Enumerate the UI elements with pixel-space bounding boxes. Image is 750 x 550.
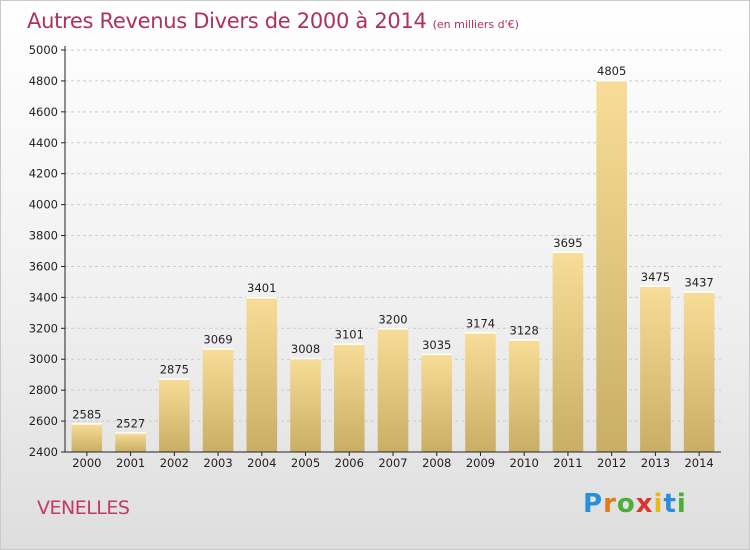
x-tick-label: 2007 — [378, 456, 407, 470]
logo-letter: t — [663, 489, 677, 519]
bar — [202, 348, 234, 452]
labels: 2400 2600 2800 3000 3200 3400 3600 3800 4000 4200… — [29, 43, 714, 470]
bar — [640, 285, 671, 452]
y-tick-label: 4600 — [29, 105, 58, 119]
x-tick-label: 2001 — [116, 456, 145, 470]
y-tick-label: 2400 — [29, 445, 58, 459]
city-name: VENELLES — [37, 497, 130, 519]
data-label: 3008 — [291, 342, 320, 356]
y-tick-label: 4000 — [29, 198, 58, 212]
data-label: 2527 — [116, 416, 145, 430]
bar — [246, 297, 278, 452]
data-label: 4805 — [597, 64, 626, 78]
data-label: 3475 — [641, 270, 670, 284]
x-tick-label: 2003 — [203, 456, 232, 470]
x-tick-label: 2004 — [247, 456, 276, 470]
x-tick-label: 2002 — [160, 456, 189, 470]
bars — [71, 79, 715, 453]
y-tick-label: 3800 — [29, 229, 58, 243]
y-tick-label: 4400 — [29, 136, 58, 150]
axes — [61, 46, 721, 456]
logo-letter: P — [583, 489, 604, 519]
y-tick-label: 4200 — [29, 167, 58, 181]
chart-title: Autres Revenus Divers de 2000 à 2014 — [27, 9, 427, 33]
data-label: 3200 — [378, 312, 407, 326]
y-tick-label: 4800 — [29, 74, 58, 88]
logo-letter: i — [653, 489, 664, 519]
bar — [508, 339, 540, 452]
bar — [421, 353, 453, 452]
bar — [159, 378, 190, 452]
data-label: 3437 — [684, 276, 713, 290]
bar — [333, 343, 365, 452]
y-tick-label: 2600 — [29, 414, 58, 428]
y-tick-label: 3400 — [29, 290, 58, 304]
x-tick-label: 2009 — [466, 456, 495, 470]
y-tick-label: 5000 — [29, 43, 58, 57]
logo-letter: o — [616, 489, 636, 519]
x-tick-label: 2005 — [291, 456, 320, 470]
logo-letter: i — [676, 489, 687, 519]
bar — [552, 251, 584, 452]
data-label: 3695 — [553, 236, 582, 250]
logo-letter: r — [603, 489, 617, 519]
data-label: 3128 — [510, 323, 539, 337]
proxiti-logo: Proxiti — [583, 489, 687, 519]
bar — [465, 332, 496, 452]
x-tick-label: 2010 — [510, 456, 539, 470]
data-label: 3101 — [335, 328, 364, 342]
y-tick-label: 2800 — [29, 383, 58, 397]
data-label: 3069 — [203, 333, 232, 347]
x-tick-label: 2000 — [72, 456, 101, 470]
y-tick-label: 3200 — [29, 321, 58, 335]
x-tick-label: 2013 — [641, 456, 670, 470]
bar — [115, 432, 146, 452]
chart-title-block: Autres Revenus Divers de 2000 à 2014 (en … — [27, 9, 519, 33]
chart-unit: (en milliers d'€) — [432, 18, 519, 31]
x-tick-label: 2012 — [597, 456, 626, 470]
bar — [290, 357, 321, 452]
bar — [596, 80, 627, 453]
data-label: 3174 — [466, 316, 495, 330]
y-tick-label: 3000 — [29, 352, 58, 366]
data-label: 2585 — [72, 407, 101, 421]
y-tick-label: 3600 — [29, 259, 58, 273]
x-tick-label: 2006 — [335, 456, 364, 470]
data-label: 2875 — [160, 363, 189, 377]
bar — [377, 328, 409, 452]
x-tick-label: 2014 — [684, 456, 713, 470]
bar — [71, 423, 103, 452]
x-tick-label: 2011 — [553, 456, 582, 470]
x-tick-label: 2008 — [422, 456, 451, 470]
bar — [683, 291, 715, 452]
data-label: 3035 — [422, 338, 451, 352]
data-label: 3401 — [247, 281, 276, 295]
logo-letter: x — [635, 489, 654, 519]
